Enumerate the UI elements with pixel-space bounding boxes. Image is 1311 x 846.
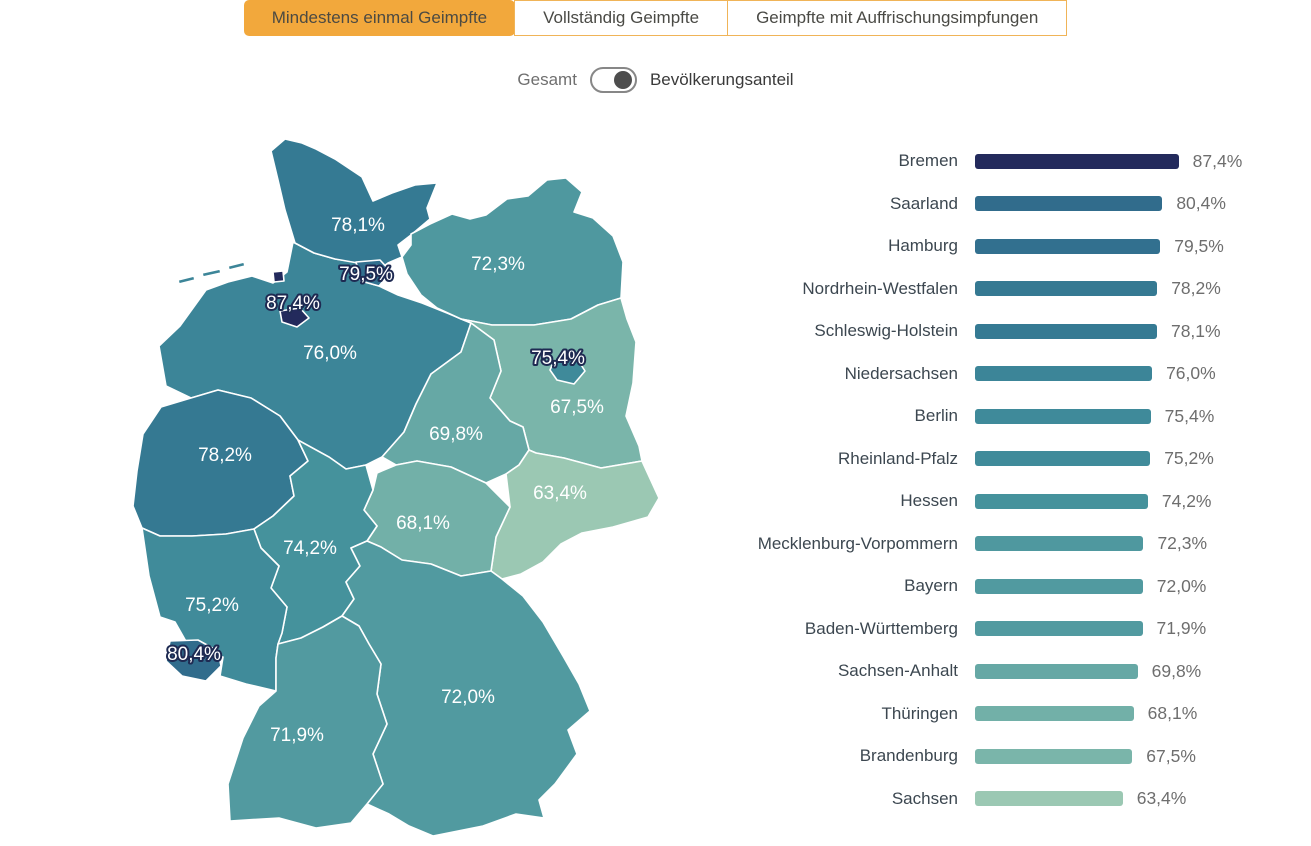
bar-value: 79,5%: [1174, 235, 1224, 256]
germany-map: 78,1% 79,5% 72,3% 87,4% 76,0% 75,4% 67,5…: [132, 138, 660, 837]
state-schleswig-holstein[interactable]: [270, 138, 438, 273]
bar-value: 87,4%: [1192, 150, 1243, 171]
state-baden-w-rttemberg[interactable]: [227, 615, 388, 829]
bar: [975, 706, 1134, 722]
bar-value: 71,9%: [1156, 618, 1207, 639]
state-hamburg[interactable]: [355, 259, 392, 287]
bar: [975, 791, 1123, 807]
bar-row: Hamburg 79,5%: [692, 225, 1258, 268]
bar-row-label: Sachsen-Anhalt: [837, 661, 958, 681]
bar-value: 68,1%: [1147, 703, 1198, 724]
tab-auffrischungsimpfungen[interactable]: Geimpfte mit Auffrischungsimpfungen: [727, 0, 1068, 36]
bar-value: 75,2%: [1164, 448, 1214, 469]
bar: [975, 196, 1163, 212]
bar-row-label: Rheinland-Pfalz: [837, 448, 958, 468]
bar-row-label: Brandenburg: [859, 746, 958, 766]
bar-row-label: Berlin: [914, 406, 958, 426]
bar-row: Bremen 87,4%: [692, 140, 1258, 183]
bar-row-label: Hamburg: [888, 236, 958, 256]
bar-row-label: Schleswig-Holstein: [814, 321, 958, 341]
state-bar-chart: Bremen 87,4% Saarland 80,4% Hamburg 79,5% Nord…: [692, 140, 1258, 820]
bar-row: Thüringen 68,1%: [692, 693, 1258, 736]
bar: [975, 748, 1133, 764]
bar-row: Saarland 80,4%: [692, 183, 1258, 226]
bar-row-label: Niedersachsen: [844, 363, 958, 383]
bar: [975, 663, 1138, 679]
bar-value: 74,2%: [1161, 490, 1212, 511]
tab-vollstaendig-geimpfte[interactable]: Vollständig Geimpfte: [514, 0, 729, 36]
tab-mindestens-einmal-geimpfte[interactable]: Mindestens einmal Geimpfte: [243, 0, 516, 36]
bar-row: Sachsen 63,4%: [692, 778, 1258, 821]
bar: [975, 408, 1151, 424]
toggle-knob: [613, 71, 632, 89]
bar-value: 72,0%: [1156, 575, 1207, 596]
bar-value: 72,3%: [1157, 533, 1208, 554]
bar-row: Bayern 72,0%: [692, 565, 1258, 608]
bar-row-label: Bremen: [898, 151, 958, 171]
bar-row-label: Saarland: [889, 193, 958, 213]
toggle-label-gesamt: Gesamt: [517, 70, 577, 89]
bar-row-label: Nordrhein-Westfalen: [802, 278, 958, 298]
islands-ni: [177, 261, 246, 285]
bar-row: Brandenburg 67,5%: [692, 735, 1258, 778]
bar-value: 80,4%: [1176, 193, 1226, 214]
bar-row-label: Baden-Württemberg: [804, 618, 958, 638]
bar-value: 67,5%: [1146, 745, 1196, 766]
bar: [975, 323, 1157, 339]
bar-value: 76,0%: [1166, 363, 1216, 384]
bar-value: 63,4%: [1136, 788, 1187, 809]
toggle-label-bevoelkerungsanteil: Bevölkerungsanteil: [649, 70, 794, 89]
bar-row-label: Thüringen: [881, 703, 958, 723]
bar: [975, 451, 1151, 467]
bar-row: Nordrhein-Westfalen 78,2%: [692, 268, 1258, 311]
bar: [975, 366, 1153, 382]
population-share-toggle[interactable]: [589, 67, 637, 93]
bar-row: Mecklenburg-Vorpommern 72,3%: [692, 523, 1258, 566]
bar-row-label: Bayern: [904, 576, 958, 596]
state-saarland[interactable]: [165, 639, 222, 682]
bar: [975, 578, 1143, 594]
bar-value: 78,1%: [1170, 320, 1221, 341]
state-bremen[interactable]: [272, 270, 310, 328]
bar-row: Hessen 74,2%: [692, 480, 1258, 523]
bar-value: 75,4%: [1164, 405, 1215, 426]
scale-toggle-row: Gesamt Bevölkerungsanteil: [0, 62, 1311, 98]
bar-value: 78,2%: [1171, 278, 1221, 299]
bar: [975, 281, 1158, 297]
bar-row: Rheinland-Pfalz 75,2%: [692, 438, 1258, 481]
bar-row: Niedersachsen 76,0%: [692, 353, 1258, 396]
bar: [975, 238, 1161, 254]
state-sachsen[interactable]: [490, 449, 660, 580]
bar-row: Baden-Württemberg 71,9%: [692, 608, 1258, 651]
bar-row: Schleswig-Holstein 78,1%: [692, 310, 1258, 353]
bar-row-label: Hessen: [900, 491, 958, 511]
metric-tab-bar: Mindestens einmal Geimpfte Vollständig Ge…: [0, 0, 1311, 36]
state-mecklenburg-vorpommern[interactable]: [401, 177, 624, 326]
bar-row-label: Mecklenburg-Vorpommern: [757, 533, 958, 553]
bar-row: Sachsen-Anhalt 69,8%: [692, 650, 1258, 693]
state-berlin[interactable]: [549, 356, 586, 385]
bar: [975, 621, 1143, 637]
bar: [975, 153, 1179, 169]
bar-row: Berlin 75,4%: [692, 395, 1258, 438]
bar-value: 69,8%: [1151, 660, 1202, 681]
state-bayern[interactable]: [341, 540, 591, 837]
bar: [975, 536, 1144, 552]
bar-row-label: Sachsen: [891, 788, 958, 808]
bar: [975, 493, 1148, 509]
